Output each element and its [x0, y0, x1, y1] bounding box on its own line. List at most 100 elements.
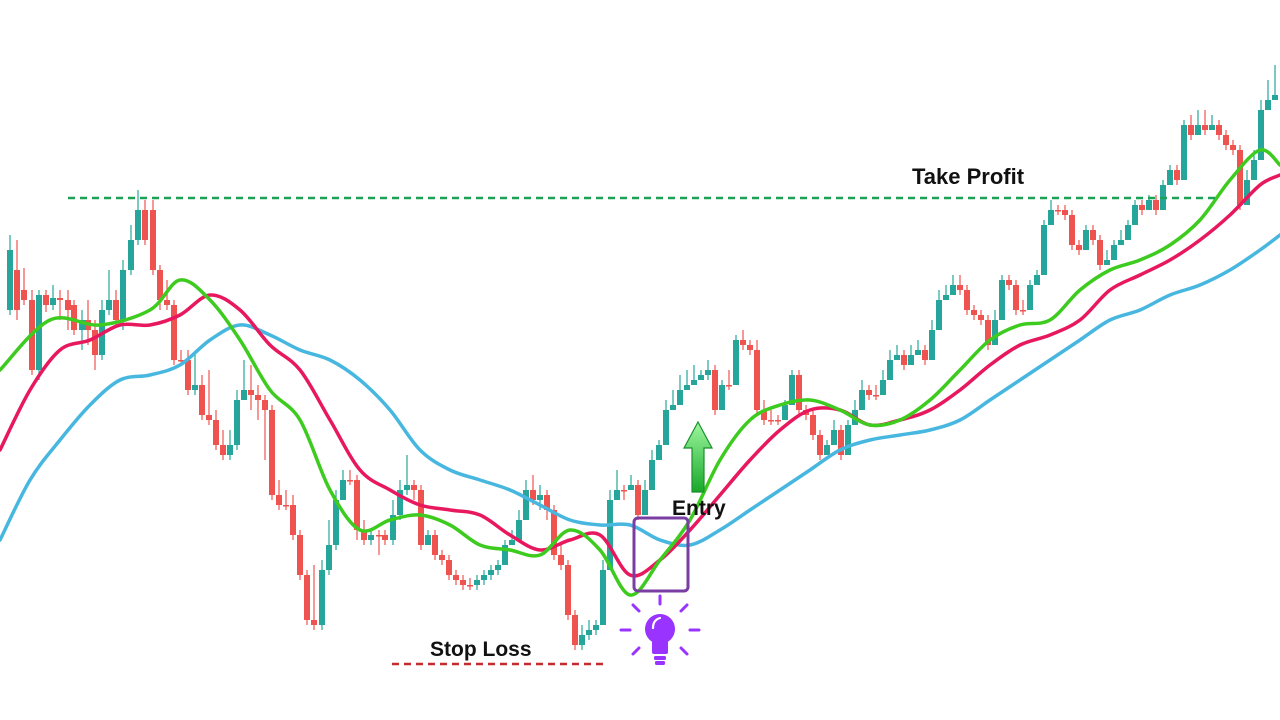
candle-body [311, 620, 317, 625]
candle [698, 370, 704, 380]
candle-body [368, 535, 374, 540]
candle-body [411, 485, 417, 490]
candle-body [1244, 180, 1250, 205]
candle [71, 300, 77, 335]
candle-body [192, 385, 198, 390]
candle-body [656, 445, 662, 460]
candle [1062, 205, 1068, 220]
candle [950, 275, 956, 295]
candle-body [754, 350, 760, 410]
candle [901, 350, 907, 370]
candle-body [901, 355, 907, 365]
candle [397, 480, 403, 520]
ma-pink-line [0, 173, 1280, 578]
candle [368, 530, 374, 545]
candle-body [530, 490, 536, 500]
candle [1118, 230, 1124, 245]
candle-body [929, 330, 935, 360]
candle-body [1237, 150, 1243, 205]
candle [1090, 225, 1096, 245]
candle-body [241, 390, 247, 400]
candle-body [1062, 210, 1068, 215]
candle-body [248, 390, 254, 395]
candle-body [691, 380, 697, 385]
candle [1104, 250, 1110, 265]
candle [92, 320, 98, 370]
candle-body [978, 315, 984, 320]
candle-body [390, 515, 396, 540]
candle [382, 530, 388, 545]
candle-body [740, 340, 746, 345]
candle-body [1146, 200, 1152, 210]
candle [192, 355, 198, 395]
candle-body [670, 405, 676, 410]
candle-body [607, 500, 613, 570]
candle-body [1174, 170, 1180, 180]
candle [768, 410, 774, 425]
candle [1153, 195, 1159, 215]
candle [220, 430, 226, 460]
candle-body [950, 285, 956, 295]
candle-body [474, 580, 480, 585]
entry-label: Entry [672, 497, 726, 520]
candle [1244, 170, 1250, 205]
candle-body [135, 210, 141, 240]
candle-body [1083, 230, 1089, 250]
candle-body [1258, 110, 1264, 160]
candle [971, 305, 977, 320]
candle-body [1251, 160, 1257, 180]
candle [978, 310, 984, 325]
candle-body [71, 305, 77, 330]
candle [999, 275, 1005, 320]
candle-body [614, 490, 620, 500]
candle [227, 430, 233, 460]
candle-body [142, 210, 148, 240]
candle-body [382, 535, 388, 540]
candle-body [397, 490, 403, 515]
candle [113, 290, 119, 325]
candle [775, 415, 781, 425]
candle-body [290, 505, 296, 535]
candle-body [43, 295, 49, 305]
candle-body [719, 385, 725, 410]
candle [1006, 275, 1012, 290]
candle [57, 290, 63, 320]
candle [269, 405, 275, 500]
candle [663, 400, 669, 445]
candle [915, 340, 921, 355]
candle-body [1111, 245, 1117, 260]
candle [1195, 110, 1201, 135]
candle-body [551, 510, 557, 555]
candle [684, 370, 690, 390]
candle-body [106, 300, 112, 310]
candle-body [558, 555, 564, 565]
candle [1258, 100, 1264, 160]
entry-box [632, 516, 690, 593]
candle-body [684, 385, 690, 390]
candle-body [1125, 225, 1131, 240]
candle-body [1013, 285, 1019, 310]
candle [14, 240, 20, 320]
candle-body [1118, 240, 1124, 245]
candle-body [509, 540, 515, 545]
candle-body [502, 545, 508, 565]
candle-body [120, 270, 126, 320]
candle [304, 570, 310, 625]
candle-body [992, 320, 998, 345]
candle-body [1139, 205, 1145, 210]
candle [142, 200, 148, 245]
candle [262, 395, 268, 460]
candle [1034, 270, 1040, 285]
candle-body [1020, 310, 1026, 312]
candle-body [304, 575, 310, 620]
candle-body [1034, 275, 1040, 285]
candle [859, 380, 865, 410]
candle-body [845, 425, 851, 455]
candle-body [1132, 205, 1138, 225]
candle-body [150, 210, 156, 270]
candle [936, 290, 942, 330]
candle [712, 365, 718, 415]
candle [614, 470, 620, 500]
candle [206, 370, 212, 425]
